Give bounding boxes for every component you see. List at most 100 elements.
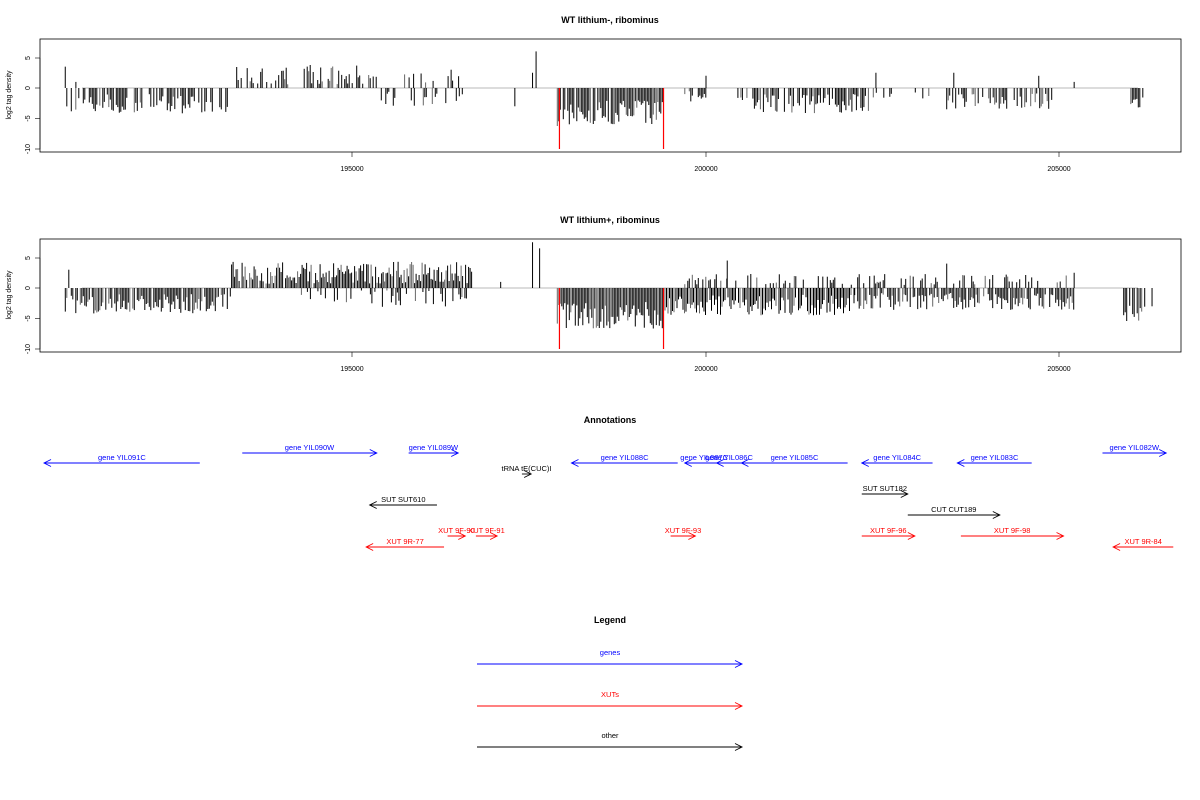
x-axis: 195000 200000 205000: [340, 352, 1071, 373]
y-tick-label: 0: [25, 286, 32, 290]
annotation-feature: gene YIL090W: [242, 443, 378, 457]
annotation-arrow-head: [900, 490, 909, 498]
annotation-arrow-head: [860, 459, 869, 467]
annotation-label: gene YIL087C: [680, 453, 728, 462]
x-tick-label: 195000: [340, 366, 363, 373]
annotation-arrow-head: [907, 532, 916, 540]
annotation-label: SUT SUT610: [381, 495, 425, 504]
y-tick-label: 0: [25, 86, 32, 90]
x-tick-label: 205000: [1047, 366, 1070, 373]
annotation-feature: XUT 9F-96: [861, 526, 916, 540]
annotation-label: XUT 9R-77: [386, 537, 423, 546]
legend-items: genes XUTs other: [477, 648, 744, 751]
annotation-arrow-head: [1112, 543, 1121, 551]
y-tick-label: -10: [25, 344, 32, 354]
legend-item: genes: [477, 648, 744, 668]
bar-series: [64, 51, 1144, 149]
annotation-feature: XUT 9F-90: [438, 526, 475, 540]
annotation-feature: gene YIL091C: [43, 453, 200, 467]
legend-label: XUTs: [601, 690, 619, 699]
annotation-arrow-head: [688, 532, 697, 540]
annotation-arrow-head: [1056, 532, 1065, 540]
annotation-label: CUT CUT189: [931, 505, 976, 514]
chart-panel-lithium-minus: WT lithium-, ribominus log2 tag density …: [6, 15, 1182, 173]
annotation-feature: SUT SUT182: [861, 484, 909, 498]
annotation-arrow-head: [368, 501, 377, 509]
annotation-arrow-head: [992, 511, 1001, 519]
legend-item: XUTs: [477, 690, 744, 710]
legend-arrow-head: [734, 702, 744, 710]
annotation-arrow-head: [369, 449, 378, 457]
y-tick-label: 5: [25, 256, 32, 260]
annotation-label: gene YIL086C: [705, 453, 753, 462]
annotation-label: gene YIL090W: [285, 443, 335, 452]
annotation-feature: gene YIL088C: [570, 453, 678, 467]
y-tick-label: -5: [25, 315, 32, 321]
y-axis-label: log2 tag density: [6, 270, 13, 320]
chart-panel-lithium-plus: WT lithium+, ribominus log2 tag density …: [6, 215, 1182, 373]
legend-item: other: [477, 731, 744, 751]
annotation-feature: gene YIL082W: [1102, 443, 1168, 457]
annotations-title: Annotations: [584, 415, 637, 425]
annotation-label: gene YIL085C: [771, 453, 819, 462]
annotation-feature: CUT CUT189: [907, 505, 1001, 519]
bar-series: [64, 242, 1153, 349]
annotation-label: tRNA tE(CUC)I: [501, 464, 551, 473]
annotation-label: XUT 9F-91: [468, 526, 505, 535]
annotation-label: XUT 9F-93: [665, 526, 702, 535]
annotation-arrow-head: [740, 459, 749, 467]
annotation-feature: gene YIL084C: [860, 453, 933, 467]
y-tick-label: -10: [25, 144, 32, 154]
annotation-label: gene YIL084C: [873, 453, 921, 462]
y-axis: -10 -5 0 5: [25, 256, 41, 354]
annotation-label: gene YIL089W: [409, 443, 459, 452]
legend-arrow-head: [734, 743, 744, 751]
annotation-arrow-head: [683, 459, 692, 467]
legend-title: Legend: [594, 615, 626, 625]
annotation-label: SUT SUT182: [863, 484, 907, 493]
legend-label: genes: [600, 648, 621, 657]
legend-label: other: [601, 731, 619, 740]
legend: Legend genes XUTs other: [477, 615, 744, 751]
annotation-arrow-head: [1158, 449, 1168, 457]
annotation-feature: XUT 9F-98: [960, 526, 1065, 540]
x-tick-label: 195000: [340, 166, 363, 173]
y-axis-label: log2 tag density: [6, 70, 13, 120]
y-axis: -10 -5 0 5: [25, 56, 41, 154]
annotation-arrow-head: [715, 459, 724, 467]
annotation-label: gene YIL091C: [98, 453, 146, 462]
annotation-feature: gene YIL085C: [740, 453, 848, 467]
annotation-feature: XUT 9F-91: [468, 526, 505, 540]
chart-title: WT lithium+, ribominus: [560, 215, 660, 225]
legend-arrow-head: [734, 660, 744, 668]
annotation-feature: XUT 9R-77: [365, 537, 445, 551]
annotation-label: gene YIL088C: [601, 453, 649, 462]
annotation-feature: SUT SUT610: [368, 495, 437, 509]
annotation-arrow-head: [489, 532, 499, 540]
x-tick-label: 200000: [694, 166, 717, 173]
annotation-arrow-head: [523, 470, 533, 478]
annotation-feature: gene YIL083C: [956, 453, 1032, 467]
x-axis: 195000 200000 205000: [340, 152, 1071, 173]
y-tick-label: 5: [25, 56, 32, 60]
annotation-feature: XUT 9F-93: [665, 526, 702, 540]
chart-title: WT lithium-, ribominus: [561, 15, 659, 25]
annotation-label: XUT 9F-90: [438, 526, 475, 535]
annotation-label: XUT 9F-98: [994, 526, 1031, 535]
annotation-label: XUT 9R-84: [1125, 537, 1162, 546]
annotation-label: XUT 9F-96: [870, 526, 907, 535]
annotation-arrow-head: [956, 459, 965, 467]
annotation-label: gene YIL083C: [971, 453, 1019, 462]
y-tick-label: -5: [25, 115, 32, 121]
annotation-arrow-head: [450, 449, 460, 457]
annotation-arrow-head: [43, 459, 52, 467]
annotation-features: gene YIL091C gene YIL090W gene YIL089W gene…: [43, 443, 1174, 551]
annotation-arrow-head: [570, 459, 579, 467]
annotation-feature: tRNA tE(CUC)I: [501, 464, 552, 478]
annotation-arrow-head: [365, 543, 374, 551]
x-tick-label: 200000: [694, 366, 717, 373]
annotation-arrow-head: [458, 532, 467, 540]
x-tick-label: 205000: [1047, 166, 1070, 173]
